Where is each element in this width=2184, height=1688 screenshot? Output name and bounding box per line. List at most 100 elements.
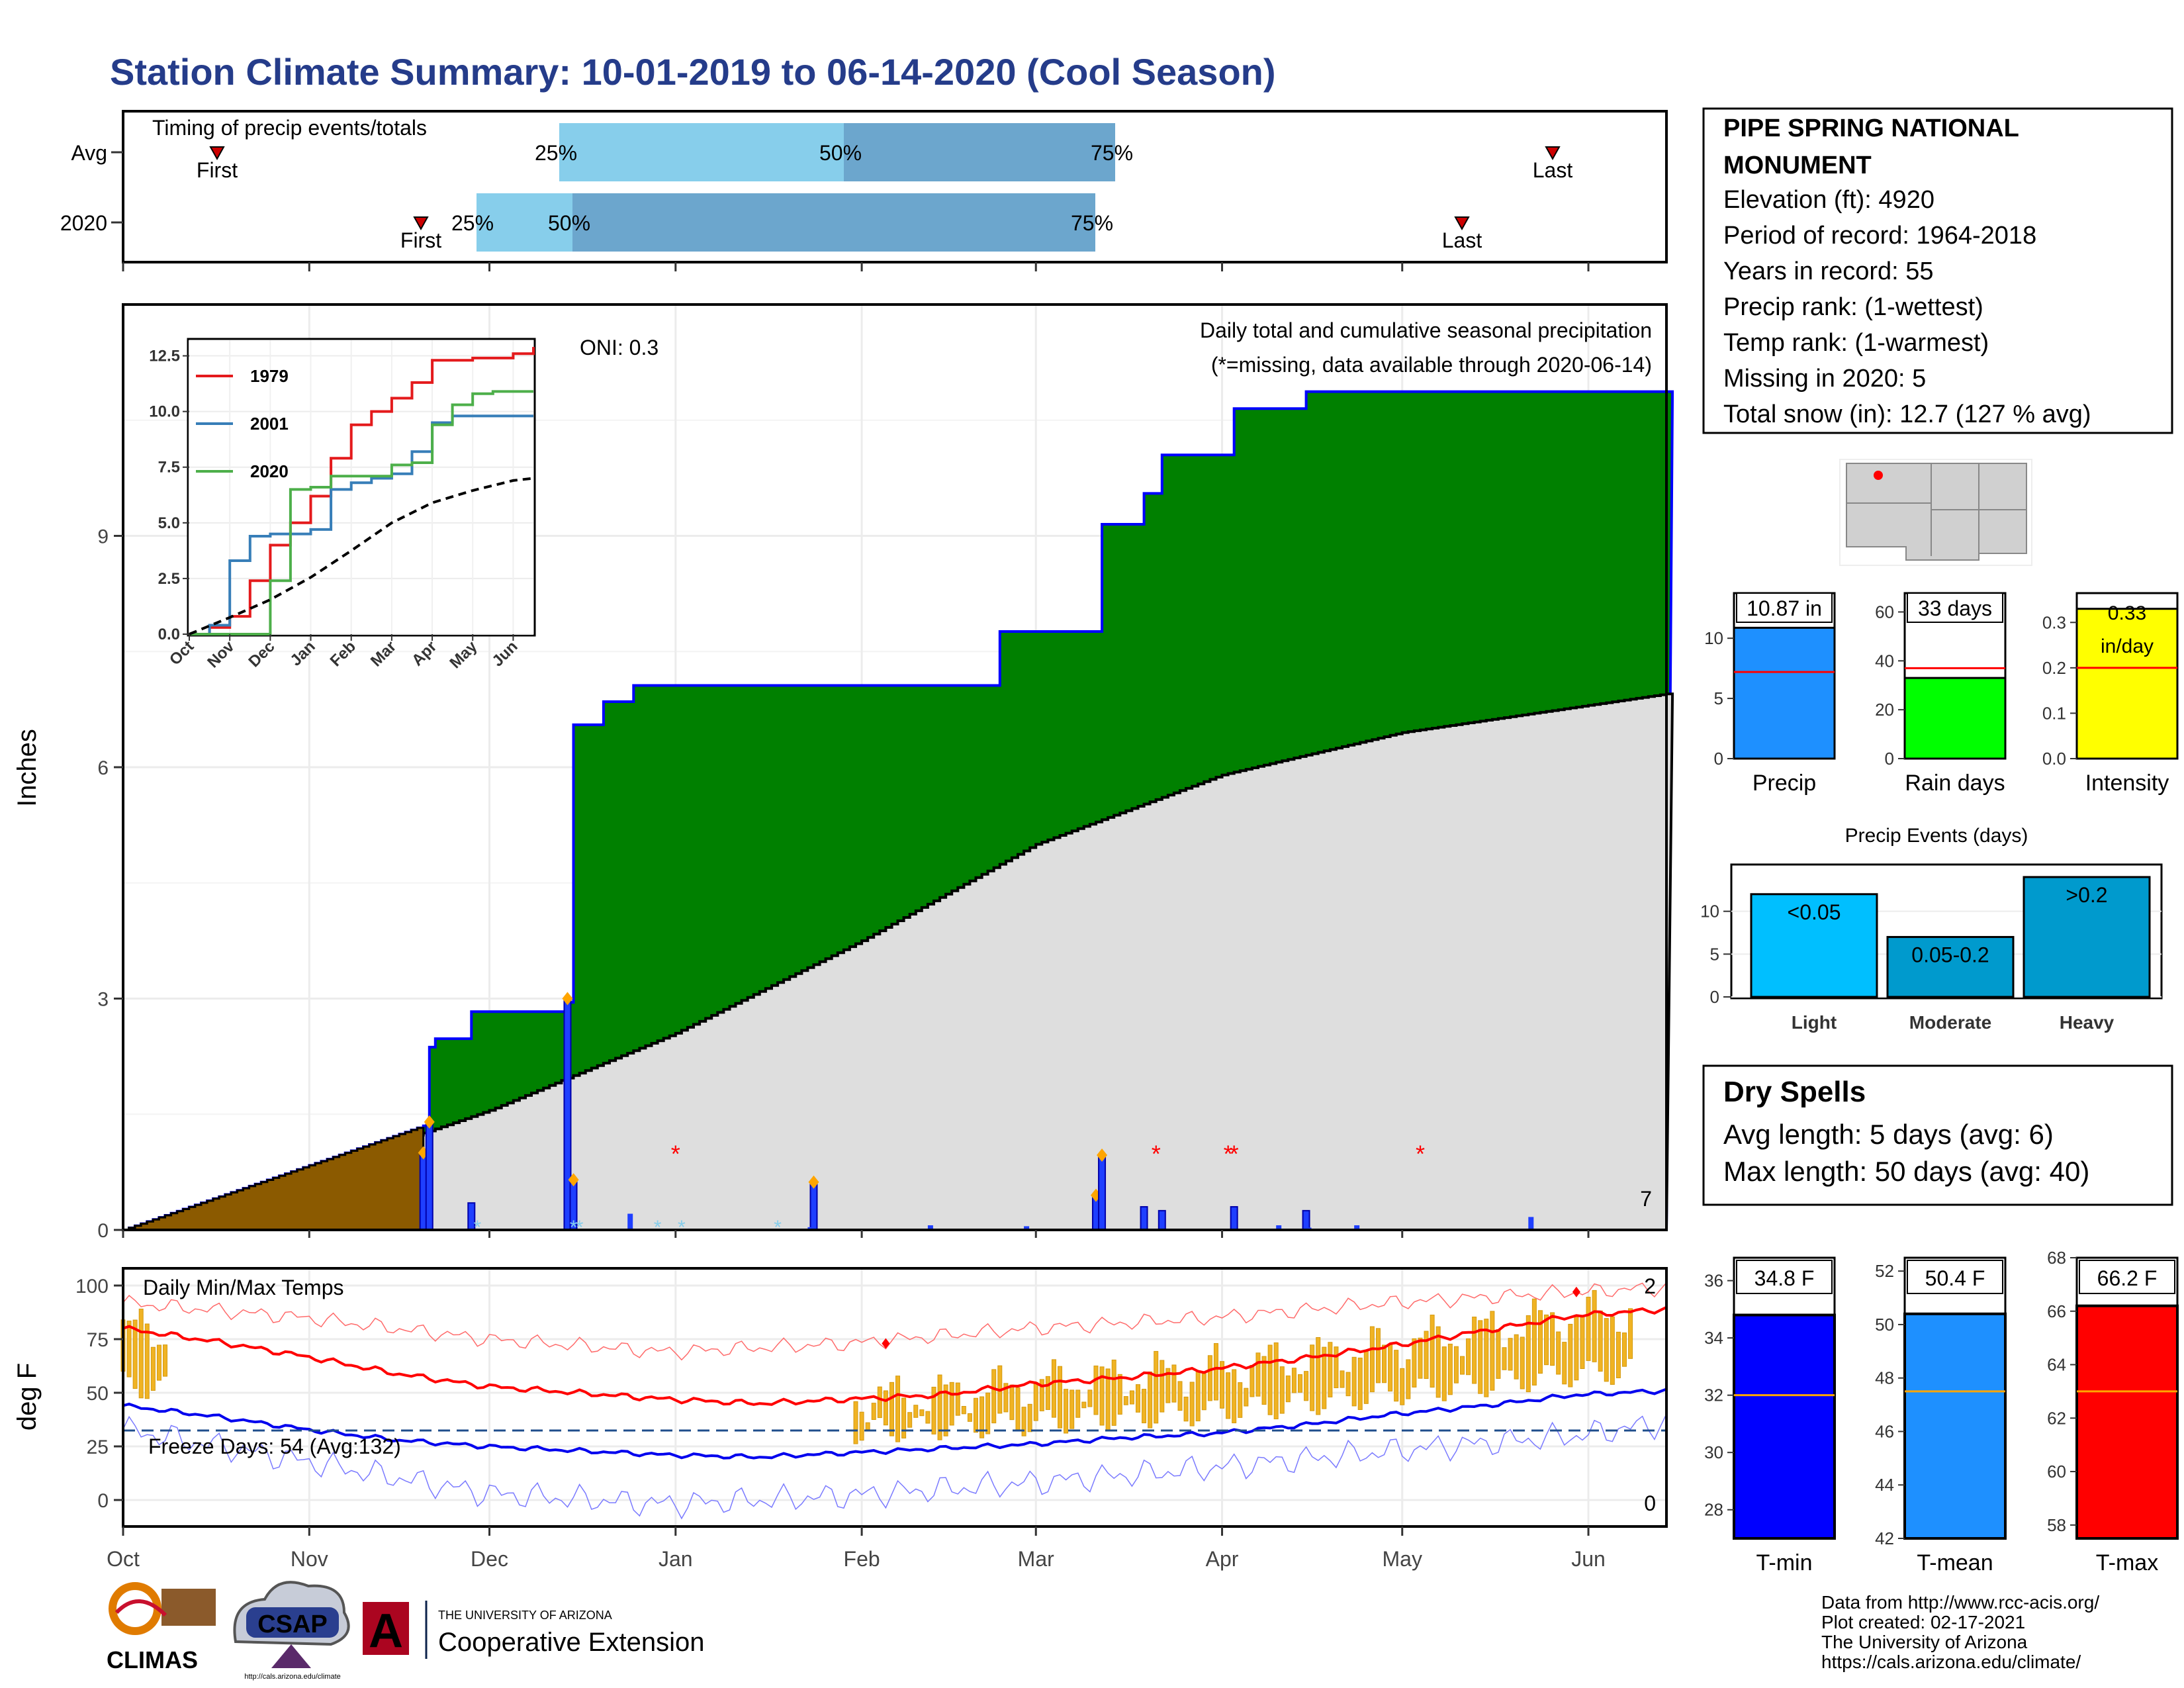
daily-temp-bar	[979, 1396, 985, 1438]
daily-temp-bar	[913, 1405, 919, 1418]
daily-temp-bar	[1400, 1368, 1405, 1405]
daily-temp-bar	[1418, 1337, 1423, 1379]
temp-ytick-label: 50	[87, 1383, 109, 1405]
y2020-p75: 75%	[1071, 211, 1113, 235]
rain-tick-label: 40	[1875, 651, 1894, 671]
events-bar-label: >0.2	[2066, 883, 2107, 907]
station-snow: Total snow (in): 12.7 (127 % avg)	[1723, 400, 2091, 428]
daily-temp-bar	[1255, 1352, 1261, 1397]
daily-temp-bar	[1621, 1332, 1627, 1367]
snow-star: *	[678, 1217, 686, 1239]
dry-avg: Avg length: 5 days (avg: 6)	[1723, 1119, 2054, 1150]
daily-temp-bar	[1045, 1376, 1050, 1410]
y2020-last-label: Last	[1442, 228, 1482, 252]
intensity-unit: in/day	[2101, 635, 2154, 657]
events-bar-moderate	[1886, 935, 2015, 998]
daily-temp-bar	[1459, 1356, 1465, 1375]
daily-temp-bar	[1135, 1384, 1140, 1413]
precip-tick-label: 10	[1704, 628, 1723, 648]
daily-temp-bar	[871, 1403, 876, 1421]
daily-temp-bar	[1441, 1346, 1447, 1401]
timing-row-avg: Avg	[71, 141, 107, 165]
snow-star: *	[474, 1217, 482, 1239]
snow-star: *	[774, 1217, 782, 1239]
climas-logo: CLIMAS	[107, 1582, 216, 1673]
tmin-tick-label: 28	[1704, 1500, 1723, 1520]
daily-temp-bar	[1580, 1315, 1585, 1370]
daily-temp-bar	[925, 1411, 931, 1424]
daily-temp-bar	[1273, 1342, 1279, 1420]
daily-precip-bar	[809, 1181, 818, 1231]
missing-star: *	[671, 1141, 680, 1168]
dry-frame	[1702, 1064, 2173, 1206]
daily-temp-bar	[1592, 1289, 1597, 1362]
tmax-tick-label: 62	[2047, 1408, 2066, 1428]
daily-temp-bar	[967, 1413, 972, 1422]
daily-temp-bar	[1003, 1383, 1009, 1413]
temp-ylabel: deg F	[13, 1363, 42, 1430]
tmin-label: T-min	[1756, 1550, 1813, 1575]
precip-ytick-label: 6	[97, 757, 109, 779]
daily-temp-bar	[1568, 1323, 1573, 1387]
precip-value: 10.87 in	[1747, 596, 1822, 620]
daily-temp-bar	[1285, 1375, 1291, 1403]
tmin-tick-label: 32	[1704, 1385, 1723, 1405]
temp-summary-bars: 28 30 32 34 36 34.8 F T-min 42 44 46 48 50 52 50.4 F T…	[1704, 1248, 2179, 1575]
daily-temp-bar	[1213, 1343, 1218, 1401]
daily-temp-bar	[1604, 1318, 1609, 1382]
daily-temp-bar	[1033, 1382, 1038, 1421]
daily-temp-bar	[1142, 1389, 1147, 1424]
cumulative-deficit-area	[123, 1127, 425, 1231]
station-info: PIPE SPRING NATIONAL MONUMENT Elevation …	[1702, 107, 2173, 434]
daily-temp-bar	[955, 1382, 960, 1416]
daily-precip-bar	[1140, 1206, 1148, 1231]
daily-temp-bar	[1015, 1387, 1021, 1431]
daily-temp-bar	[1610, 1316, 1615, 1385]
rain-value-box	[1907, 592, 2003, 623]
missing-star: *	[1224, 1141, 1233, 1168]
station-location-dot	[1874, 471, 1883, 480]
avg-max-line	[122, 1305, 1667, 1406]
daily-temp-bar	[1081, 1401, 1087, 1409]
tmin-tick-label: 30	[1704, 1442, 1723, 1462]
daily-temp-bar	[1220, 1361, 1225, 1409]
snow-star: *	[654, 1217, 662, 1239]
csap-logo: CSAP http://cals.arizona.edu/climate	[233, 1581, 350, 1681]
tmin-tick-label: 36	[1704, 1271, 1723, 1291]
station-elev: Elevation (ft): 4920	[1723, 186, 1934, 214]
temp-panel: 0 25 50 75 100 Daily Min/Max Temps Freeze Da…	[13, 1267, 1668, 1571]
credit-line-3: The University of Arizona	[1821, 1632, 2028, 1652]
events-category-label: Moderate	[1909, 1012, 1991, 1033]
credit-line-1: Data from http://www.rcc-acis.org/	[1821, 1592, 2099, 1613]
daily-temp-bar	[1207, 1355, 1212, 1401]
station-missing: Missing in 2020: 5	[1723, 365, 1926, 393]
daily-temp-bar	[883, 1390, 888, 1426]
daily-temp-bar	[1021, 1407, 1026, 1436]
events-bar-label: 0.05-0.2	[1911, 943, 1989, 966]
daily-temp-bar	[1238, 1382, 1243, 1418]
tmean-tick-label: 50	[1875, 1315, 1894, 1335]
station-prank: Precip rank: (1-wettest)	[1723, 293, 1983, 321]
daily-temp-bar	[1424, 1331, 1429, 1380]
ua-small-text: THE UNIVERSITY OF ARIZONA	[438, 1609, 612, 1622]
daily-temp-bar	[1357, 1357, 1363, 1410]
daily-precip-bar	[807, 1227, 813, 1230]
tmean-tick-label: 42	[1875, 1528, 1894, 1548]
daily-temp-bar	[1472, 1317, 1477, 1384]
daily-temp-bar	[1291, 1368, 1297, 1393]
inset-line-1979	[189, 347, 535, 635]
tmean-bar	[1903, 1312, 2007, 1540]
daily-temp-bar	[1382, 1344, 1387, 1383]
daily-temp-bar	[1123, 1396, 1128, 1405]
precip-events: Precip Events (days) 0 5 10 <0.05 Light 0.05-…	[1700, 825, 2163, 1033]
ua-logo: A THE UNIVERSITY OF ARIZONA Cooperative …	[363, 1601, 704, 1659]
daily-temp-bar	[1099, 1366, 1105, 1426]
daily-temp-bar	[1244, 1387, 1249, 1407]
inset-ytick-label: 2.5	[158, 570, 180, 588]
daily-temp-bar	[1484, 1319, 1489, 1397]
daily-temp-bar	[1502, 1347, 1507, 1370]
daily-temp-bar	[1051, 1359, 1056, 1418]
dry-title: Dry Spells	[1723, 1076, 1866, 1108]
